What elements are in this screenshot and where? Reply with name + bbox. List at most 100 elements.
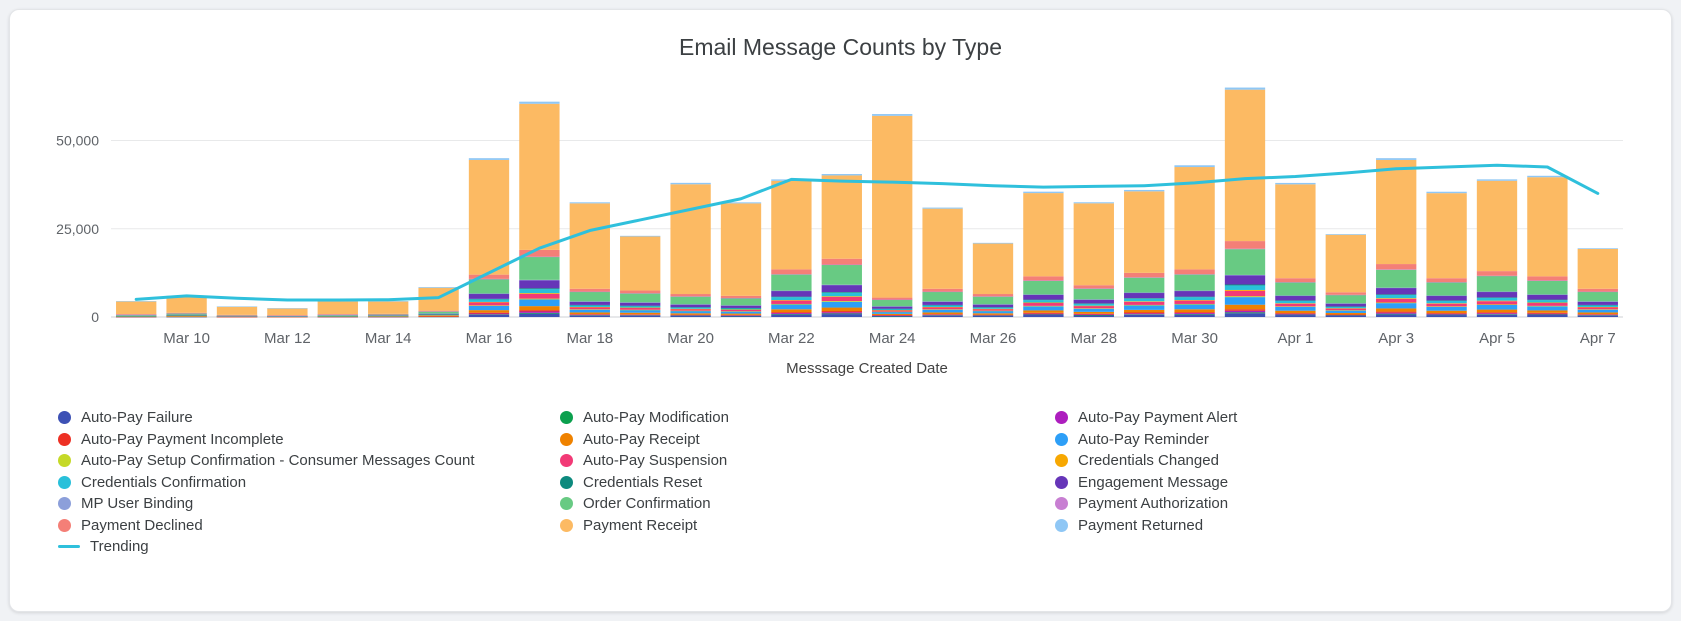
- bar-segment[interactable]: [1577, 301, 1618, 302]
- bar-segment[interactable]: [770, 296, 812, 298]
- bar-segment[interactable]: [1577, 315, 1618, 317]
- bar-segment[interactable]: [1022, 310, 1064, 313]
- bar-segment[interactable]: [1224, 289, 1265, 291]
- bar-segment[interactable]: [1577, 307, 1618, 310]
- bar-segment[interactable]: [115, 301, 156, 315]
- bar-segment[interactable]: [216, 316, 257, 317]
- bar-segment[interactable]: [1224, 296, 1265, 298]
- bar-segment[interactable]: [1274, 313, 1316, 314]
- bar-segment[interactable]: [518, 280, 560, 289]
- bar-segment[interactable]: [972, 310, 1013, 314]
- bar-segment[interactable]: [1476, 180, 1517, 272]
- bar-segment[interactable]: [921, 306, 963, 308]
- bar-segment[interactable]: [1274, 303, 1316, 307]
- bar-segment[interactable]: [165, 316, 207, 318]
- bar-segment[interactable]: [468, 314, 509, 317]
- bar-segment[interactable]: [1375, 313, 1416, 315]
- bar-segment[interactable]: [1022, 300, 1064, 303]
- bar-segment[interactable]: [1375, 269, 1416, 288]
- bar-segment[interactable]: [720, 311, 761, 314]
- bar-segment[interactable]: [669, 313, 711, 315]
- bar-segment[interactable]: [821, 296, 862, 302]
- bar-segment[interactable]: [1123, 298, 1164, 302]
- bar-segment[interactable]: [770, 290, 812, 292]
- bar-segment[interactable]: [518, 306, 560, 311]
- bar-segment[interactable]: [1325, 306, 1366, 307]
- bar-segment[interactable]: [1476, 291, 1517, 293]
- bar-segment[interactable]: [1173, 309, 1215, 313]
- bar-segment[interactable]: [1224, 285, 1265, 290]
- bar-segment[interactable]: [1073, 299, 1114, 304]
- bar-segment[interactable]: [468, 274, 509, 279]
- bar-segment[interactable]: [1325, 314, 1366, 316]
- bar-segment[interactable]: [1476, 297, 1517, 298]
- bar-segment[interactable]: [669, 307, 711, 309]
- bar-segment[interactable]: [1073, 305, 1114, 307]
- bar-segment[interactable]: [871, 114, 912, 116]
- bar-segment[interactable]: [165, 296, 207, 313]
- bar-segment[interactable]: [569, 304, 610, 306]
- bar-segment[interactable]: [266, 308, 308, 309]
- legend-item[interactable]: Auto-Pay Payment Alert: [1055, 409, 1671, 426]
- bar-segment[interactable]: [972, 296, 1013, 305]
- bar-segment[interactable]: [972, 308, 1013, 310]
- bar-segment[interactable]: [1022, 294, 1064, 300]
- bar-segment[interactable]: [1375, 314, 1416, 317]
- bar-segment[interactable]: [1224, 309, 1265, 311]
- bar-segment[interactable]: [921, 208, 963, 289]
- bar-segment[interactable]: [871, 315, 912, 316]
- bar-segment[interactable]: [1526, 276, 1568, 281]
- bar-segment[interactable]: [1274, 282, 1316, 296]
- bar-segment[interactable]: [1375, 287, 1416, 289]
- bar-segment[interactable]: [1022, 306, 1064, 311]
- bar-segment[interactable]: [972, 304, 1013, 308]
- bar-segment[interactable]: [1173, 297, 1215, 301]
- bar-segment[interactable]: [1123, 298, 1164, 299]
- bar-segment[interactable]: [1123, 189, 1164, 192]
- bar-segment[interactable]: [1274, 184, 1316, 279]
- bar-segment[interactable]: [1476, 304, 1517, 310]
- bar-segment[interactable]: [1526, 306, 1568, 311]
- bar-segment[interactable]: [871, 308, 912, 310]
- bar-segment[interactable]: [821, 301, 862, 308]
- bar-segment[interactable]: [468, 312, 509, 314]
- bar-segment[interactable]: [1073, 288, 1114, 300]
- bar-segment[interactable]: [1325, 306, 1366, 309]
- bar-segment[interactable]: [165, 313, 207, 314]
- bar-segment[interactable]: [115, 301, 156, 302]
- bar-segment[interactable]: [518, 103, 560, 250]
- bar-segment[interactable]: [1123, 301, 1164, 305]
- legend-item[interactable]: Auto-Pay Modification: [560, 409, 1055, 426]
- bar-segment[interactable]: [468, 299, 509, 302]
- bar-segment[interactable]: [720, 307, 761, 309]
- bar-segment[interactable]: [770, 269, 812, 275]
- bar-segment[interactable]: [871, 311, 912, 314]
- bar-segment[interactable]: [1123, 292, 1164, 294]
- bar-segment[interactable]: [569, 309, 610, 313]
- bar-segment[interactable]: [569, 306, 610, 308]
- bar-segment[interactable]: [669, 184, 711, 295]
- bar-segment[interactable]: [569, 305, 610, 307]
- bar-segment[interactable]: [1123, 309, 1164, 313]
- bar-segment[interactable]: [115, 315, 156, 317]
- bar-segment[interactable]: [720, 305, 761, 306]
- bar-segment[interactable]: [1022, 193, 1064, 277]
- bar-segment[interactable]: [972, 307, 1013, 308]
- bar-segment[interactable]: [569, 309, 610, 310]
- bar-segment[interactable]: [1274, 278, 1316, 283]
- bar-segment[interactable]: [1173, 304, 1215, 310]
- bar-segment[interactable]: [216, 306, 257, 307]
- bar-segment[interactable]: [1224, 310, 1265, 313]
- bar-segment[interactable]: [1325, 315, 1366, 316]
- bar-segment[interactable]: [871, 315, 912, 317]
- bar-segment[interactable]: [1577, 314, 1618, 316]
- bar-segment[interactable]: [569, 202, 610, 204]
- bar-segment[interactable]: [1325, 294, 1366, 296]
- bar-segment[interactable]: [1577, 288, 1618, 292]
- bar-segment[interactable]: [972, 310, 1013, 312]
- bar-segment[interactable]: [669, 307, 711, 308]
- bar-segment[interactable]: [921, 207, 963, 209]
- bar-segment[interactable]: [1425, 300, 1467, 301]
- legend-item[interactable]: Auto-Pay Receipt: [560, 431, 1055, 448]
- bar-segment[interactable]: [669, 310, 711, 314]
